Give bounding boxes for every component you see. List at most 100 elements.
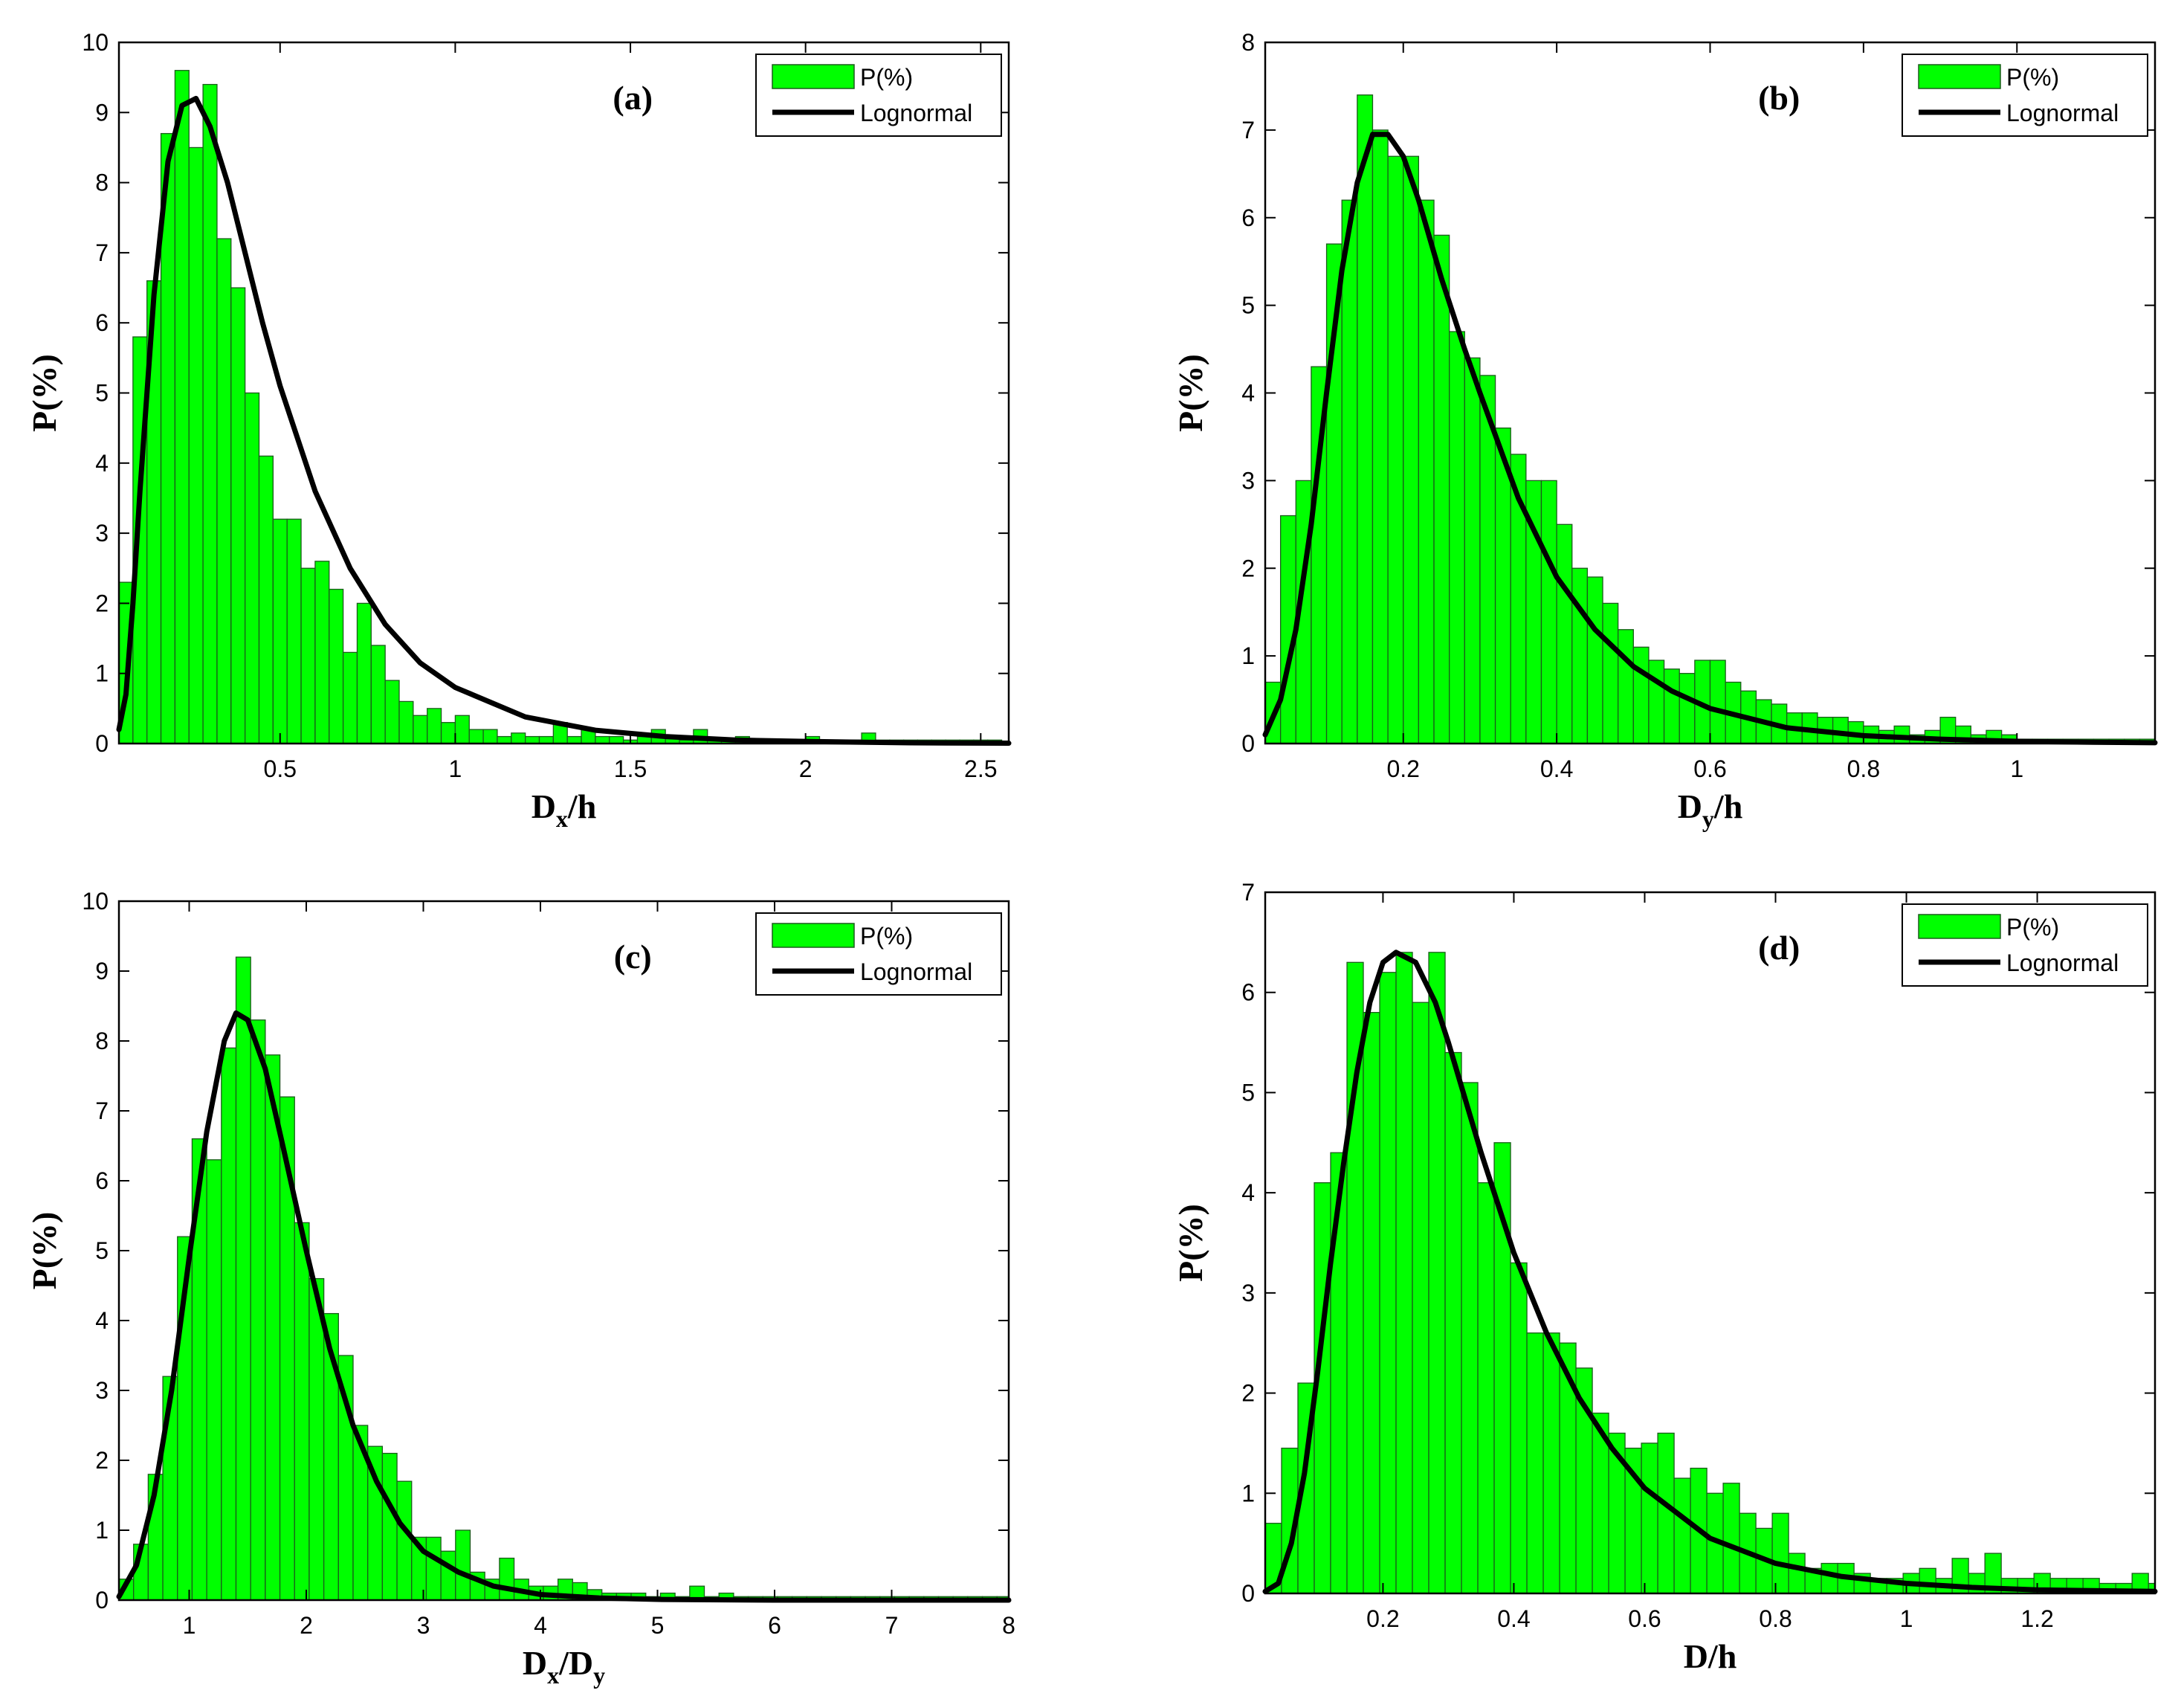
legend-bar-swatch (1918, 64, 2001, 89)
histogram-bar (265, 1054, 281, 1601)
x-tick-label: 2.5 (964, 755, 997, 782)
histogram-bar (1663, 668, 1680, 744)
x-tick-label: 0.8 (1759, 1605, 1792, 1632)
histogram-bar (1771, 1512, 1789, 1594)
histogram-bar (1526, 1332, 1544, 1594)
histogram-bar (1632, 646, 1650, 744)
legend-bar-label: P(%) (860, 923, 913, 950)
histogram-bar (1387, 155, 1404, 744)
histogram-bar (329, 588, 344, 744)
y-tick-label: 0 (95, 1587, 109, 1613)
y-axis-title: P(%) (25, 354, 63, 432)
histogram-bar (1586, 576, 1603, 744)
histogram-bar (1363, 1012, 1380, 1594)
histogram-bar (566, 735, 582, 744)
histogram-bar (1679, 673, 1696, 744)
y-tick-label: 1 (1241, 642, 1255, 669)
y-tick-label: 7 (1241, 117, 1255, 144)
x-tick-label: 4 (534, 1612, 547, 1639)
y-tick-label: 7 (95, 239, 109, 266)
histogram-bar (1477, 1182, 1495, 1594)
histogram-bar (413, 715, 428, 744)
x-axis-title-subscript: y (1702, 805, 1714, 832)
histogram-bar (1820, 1562, 1838, 1594)
y-tick-label: 7 (95, 1097, 109, 1124)
histogram-bar (482, 729, 498, 744)
y-tick-label: 8 (95, 1028, 109, 1054)
histogram-bar (1449, 331, 1465, 744)
histogram-bar (356, 602, 372, 744)
x-tick-label: 1 (1900, 1605, 1913, 1632)
y-tick-label: 8 (1241, 29, 1255, 56)
y-tick-label: 5 (1241, 292, 1255, 319)
x-tick-label: 6 (768, 1612, 781, 1639)
y-tick-label: 10 (82, 888, 109, 915)
histogram-bar (235, 956, 251, 1601)
histogram-bar (1618, 629, 1634, 744)
histogram-bar (1418, 199, 1435, 744)
histogram-bar (286, 518, 302, 744)
y-tick-label: 2 (95, 1447, 109, 1474)
histogram-bar (342, 651, 358, 744)
chart-panel-1: 0 1 2 3 4 5 6 7 8 9 10 0.5 1 1.5 2 2.5 Dx/h P(%) (a) P(%) Lo… (25, 29, 1012, 832)
histogram-bar (250, 1019, 266, 1601)
histogram-bar (440, 1550, 456, 1601)
histogram-bar (1542, 1332, 1560, 1594)
y-axis-title: P(%) (1172, 1204, 1209, 1282)
x-tick-label: 0.6 (1693, 755, 1726, 782)
y-tick-label: 8 (95, 170, 109, 196)
histogram-bar (425, 1536, 442, 1601)
histogram-bar (455, 1529, 471, 1601)
histogram-bar (1395, 952, 1413, 1594)
y-tick-label: 3 (1241, 1280, 1255, 1306)
y-tick-label: 6 (1241, 204, 1255, 231)
histogram-bar (497, 735, 512, 744)
x-tick-label: 0.8 (1847, 755, 1880, 782)
y-tick-label: 2 (1241, 555, 1255, 581)
y-tick-label: 3 (1241, 467, 1255, 494)
axes-frame (1264, 891, 2156, 1595)
histogram-bar (370, 645, 386, 744)
x-axis-title: Dy/h (1678, 787, 1743, 832)
y-tick-label: 2 (1241, 1380, 1255, 1407)
y-tick-label: 6 (95, 309, 109, 336)
histogram-bar (308, 1277, 325, 1601)
y-tick-label: 4 (1241, 380, 1255, 407)
chart-panel-2: 0 1 2 3 4 5 6 7 8 0.2 0.4 0.6 0.8 1 Dy/h P(%) (b) P(%) Log… (1172, 29, 2158, 832)
legend-bar-swatch (772, 64, 855, 89)
legend-bar-swatch (772, 923, 855, 948)
histogram-bar (1648, 660, 1665, 744)
histogram-bar (1722, 1483, 1740, 1594)
histogram-bar (1461, 1082, 1479, 1594)
legend: P(%) Lognormal (755, 54, 1002, 137)
x-tick-label: 0.2 (1366, 1605, 1399, 1632)
histogram-bar (1641, 1442, 1658, 1594)
x-axis-title-part: /h (1713, 787, 1742, 825)
histogram-bar (384, 680, 400, 744)
panel-label: (c) (614, 938, 652, 976)
x-axis-title: D/h (1684, 1637, 1737, 1675)
x-axis-title-subscript: y (593, 1662, 605, 1689)
histogram-bar (1433, 234, 1450, 744)
y-tick-label: 4 (1241, 1179, 1255, 1206)
x-tick-label: 1.2 (2020, 1605, 2053, 1632)
x-axis-title-subscript: x (556, 805, 568, 832)
x-tick-label: 0.2 (1386, 755, 1419, 782)
histogram-bar (1379, 972, 1397, 1594)
x-axis-title-part: D (1678, 787, 1702, 825)
histogram-bar (468, 729, 484, 744)
histogram-bar (206, 1159, 222, 1601)
x-tick-label: 1 (449, 755, 462, 782)
x-tick-label: 2 (799, 755, 812, 782)
legend-bar-label: P(%) (2006, 914, 2059, 941)
x-tick-label: 5 (651, 1612, 665, 1639)
histogram-bar (1919, 1567, 1936, 1594)
histogram-bar (258, 455, 274, 744)
legend: P(%) Lognormal (1902, 903, 2148, 987)
histogram-bar (1428, 952, 1446, 1594)
x-axis-title: Dx/Dy (523, 1644, 605, 1689)
histogram-bar (188, 146, 204, 744)
y-tick-label: 9 (95, 99, 109, 126)
x-tick-label: 1 (183, 1612, 196, 1639)
